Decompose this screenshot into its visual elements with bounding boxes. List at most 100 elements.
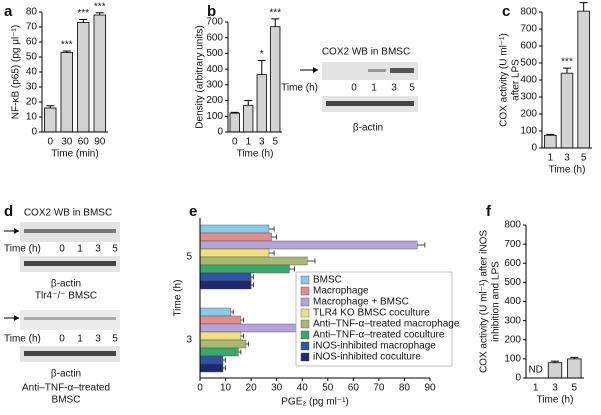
x-tick-label: 1: [533, 383, 539, 394]
y-tick-label: 80: [26, 7, 38, 18]
time-label: Time (h): [4, 334, 41, 345]
panel-letter: e: [189, 203, 197, 220]
y-tick-label: 0: [217, 127, 223, 138]
bar: [577, 10, 590, 149]
arrow-head: [313, 67, 318, 73]
y-tick-label: 5: [186, 252, 192, 263]
loading-label: β-actin: [51, 369, 81, 380]
legend-label: Macrophage + BMSC: [313, 297, 409, 308]
bar: [567, 358, 582, 379]
bar: [60, 52, 73, 133]
blot-caption: Tlr4⁻/⁻ BMSC: [35, 291, 97, 302]
x-tick-label: 50: [322, 383, 334, 394]
y-axis-label: inhibition and LPS: [491, 261, 502, 342]
x-tick-label: 0: [232, 137, 238, 148]
x-axis-label: Time (h): [537, 395, 574, 406]
y-tick-label: 800: [504, 220, 521, 231]
y-tick-label: 200: [504, 334, 521, 345]
bar: [243, 104, 254, 133]
significance: ***: [61, 40, 73, 51]
x-tick-label: 30: [271, 383, 283, 394]
y-tick-label: 200: [206, 95, 223, 106]
lane-label: 1: [77, 244, 83, 255]
x-tick-label: 3: [552, 383, 558, 394]
legend-swatch: [300, 341, 310, 351]
y-tick-label: 700: [206, 17, 223, 28]
x-tick-label: 5: [581, 153, 587, 164]
x-axis-label: Time (min): [51, 149, 98, 160]
bar: [199, 224, 270, 234]
blot-band: [24, 229, 116, 233]
panel-letter: d: [4, 203, 13, 220]
y-tick-label: 300: [520, 92, 537, 103]
y-tick-label: 20: [26, 97, 38, 108]
blot-band: [24, 351, 116, 356]
significance: ***: [561, 57, 573, 68]
bar: [77, 22, 90, 133]
blot-title: COX2 WB in BMSC: [322, 47, 410, 58]
bar: [44, 107, 57, 133]
lane-label: 3: [95, 244, 101, 255]
y-axis-label: after LPS: [511, 59, 522, 101]
lane-label: 1: [77, 334, 83, 345]
y-tick-label: 300: [206, 79, 223, 90]
bar: [270, 26, 281, 133]
legend-box: [295, 271, 453, 367]
y-tick-label: 100: [504, 354, 521, 365]
y-tick-label: 100: [206, 111, 223, 122]
time-label: Time (h): [281, 83, 318, 94]
legend-swatch: [300, 319, 310, 329]
y-tick-label: 400: [520, 75, 537, 86]
significance: ***: [77, 8, 89, 19]
lane-label: 5: [112, 334, 118, 345]
bar: [199, 256, 308, 266]
x-tick-label: 3: [259, 137, 265, 148]
y-tick-label: 400: [206, 64, 223, 75]
lane-label: 5: [409, 83, 415, 94]
x-tick-label: 0: [47, 137, 53, 148]
bar: [199, 232, 272, 242]
bar: [199, 363, 224, 373]
bar: [199, 347, 239, 357]
y-tick-label: 600: [206, 32, 223, 43]
x-tick-label: 5: [272, 137, 278, 148]
bar: [229, 112, 240, 133]
y-tick-label: 0: [531, 143, 537, 154]
arrow-head: [14, 228, 19, 234]
bar: [256, 74, 267, 133]
blot-band: [368, 69, 386, 72]
y-axis-label: COX activity (U ml⁻¹): [499, 33, 510, 127]
legend-label: iNOS-inhibited coculture: [313, 352, 421, 363]
y-axis-label: COX activity (U ml⁻¹) after iNOS: [479, 230, 490, 373]
x-axis-label: Time (h): [549, 165, 586, 176]
bar: [560, 72, 574, 149]
blot-caption: Anti–TNF-α–treated: [22, 383, 110, 394]
loading-label: β-actin: [353, 123, 383, 134]
bar: [199, 280, 252, 290]
y-axis-label: NF-κB (p65) (pg μl⁻¹): [11, 25, 22, 119]
blot-band: [326, 101, 414, 106]
panel-letter: a: [4, 3, 13, 20]
legend-swatch: [300, 330, 310, 340]
y-tick-label: 70: [26, 22, 38, 33]
legend-label: BMSC: [313, 275, 342, 286]
y-tick-label: 600: [504, 258, 521, 269]
x-axis-label: PGE₂ (pg ml⁻¹): [281, 397, 349, 408]
y-tick-label: 200: [520, 109, 537, 120]
lane-label: 1: [371, 83, 377, 94]
legend-label: Anti–TNF-α–treated macrophage: [313, 319, 460, 330]
x-tick-label: 3: [564, 153, 570, 164]
y-axis-label: Density (arbitrary units): [195, 25, 206, 128]
x-tick-label: 1: [245, 137, 251, 148]
x-tick-label: 60: [348, 383, 360, 394]
lane-label: 5: [112, 244, 118, 255]
bar: [544, 134, 557, 149]
y-tick-label: 300: [504, 315, 521, 326]
bar: [199, 240, 418, 250]
y-tick-label: 3: [186, 335, 192, 346]
y-tick-label: 500: [504, 277, 521, 288]
x-tick-label: 40: [297, 383, 309, 394]
time-label: Time (h): [4, 244, 41, 255]
